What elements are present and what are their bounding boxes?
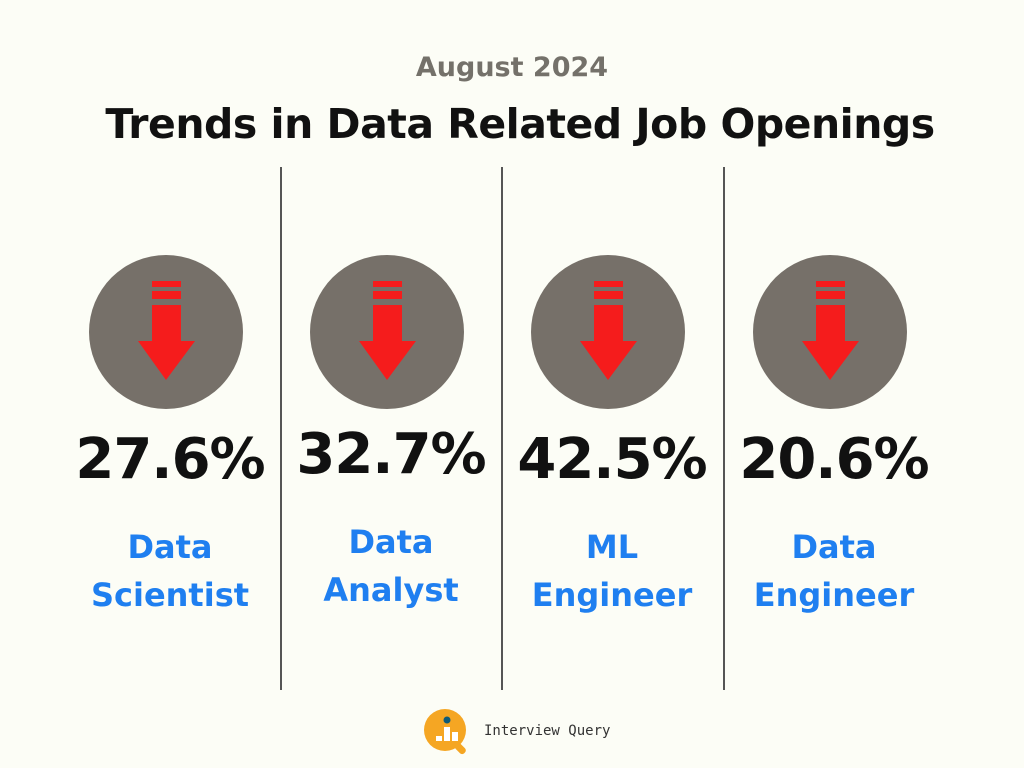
- divider: [280, 167, 282, 690]
- circle-badge: [753, 255, 907, 409]
- page-title: Trends in Data Related Job Openings: [105, 100, 935, 148]
- percent-value: 20.6%: [739, 427, 929, 492]
- percent-value: 27.6%: [75, 427, 265, 492]
- subtitle: August 2024: [415, 52, 609, 83]
- brand-name: Interview Query: [484, 723, 611, 739]
- circle-badge: [89, 255, 243, 409]
- arrow-down-icon: [802, 281, 859, 380]
- job-title: Data Analyst: [276, 518, 506, 614]
- circle-badge: [531, 255, 685, 409]
- job-title: Data Scientist: [55, 523, 285, 619]
- job-title-line1: ML: [585, 528, 639, 566]
- arrow-down-icon: [359, 281, 416, 380]
- percent-value: 42.5%: [517, 427, 707, 492]
- job-title-line2: Engineer: [531, 576, 693, 614]
- job-title-line1: Data: [791, 528, 877, 566]
- interview-query-logo: [424, 709, 466, 755]
- job-title-line1: Data: [348, 523, 434, 561]
- percent-value: 32.7%: [296, 422, 486, 487]
- divider: [501, 167, 503, 690]
- job-title-line2: Engineer: [753, 576, 915, 614]
- arrow-down-icon: [580, 281, 637, 380]
- circle-badge: [310, 255, 464, 409]
- job-title-line2: Analyst: [323, 571, 459, 609]
- job-title-line2: Scientist: [90, 576, 250, 614]
- divider: [723, 167, 725, 690]
- job-title: Data Engineer: [719, 523, 949, 619]
- job-title: ML Engineer: [497, 523, 727, 619]
- arrow-down-icon: [138, 281, 195, 380]
- job-title-line1: Data: [127, 528, 213, 566]
